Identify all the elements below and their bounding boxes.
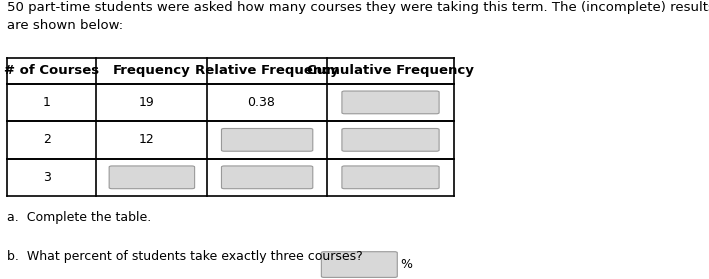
Text: 0.38: 0.38 bbox=[247, 96, 275, 109]
FancyBboxPatch shape bbox=[221, 129, 313, 151]
Text: a.  Complete the table.: a. Complete the table. bbox=[7, 211, 151, 224]
Text: 19: 19 bbox=[138, 96, 154, 109]
Text: # of Courses: # of Courses bbox=[4, 64, 99, 77]
Text: Relative Frequency: Relative Frequency bbox=[195, 64, 339, 77]
FancyBboxPatch shape bbox=[342, 91, 439, 114]
Text: b.  What percent of students take exactly three courses?: b. What percent of students take exactly… bbox=[7, 250, 362, 263]
Text: 12: 12 bbox=[138, 133, 154, 146]
Text: 2: 2 bbox=[43, 133, 51, 146]
FancyBboxPatch shape bbox=[221, 166, 313, 189]
Text: Frequency: Frequency bbox=[113, 64, 191, 77]
FancyBboxPatch shape bbox=[109, 166, 194, 189]
Text: 1: 1 bbox=[43, 96, 51, 109]
Text: 50 part-time students were asked how many courses they were taking this term. Th: 50 part-time students were asked how man… bbox=[7, 1, 709, 32]
FancyBboxPatch shape bbox=[342, 166, 439, 189]
Text: Cumulative Frequency: Cumulative Frequency bbox=[307, 64, 474, 77]
FancyBboxPatch shape bbox=[342, 129, 439, 151]
Text: %: % bbox=[400, 258, 412, 271]
Text: 3: 3 bbox=[43, 171, 51, 184]
FancyBboxPatch shape bbox=[321, 252, 397, 277]
